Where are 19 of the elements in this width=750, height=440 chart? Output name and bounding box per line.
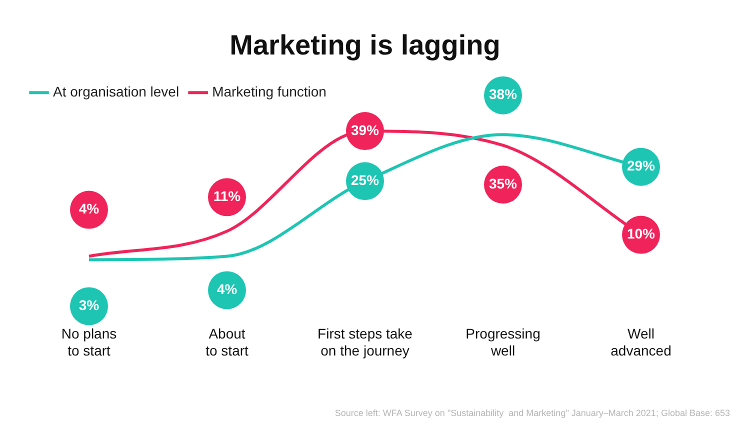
data-label: 39% [350, 122, 380, 138]
data-label: 11% [213, 188, 242, 204]
data-label: 35% [488, 175, 518, 192]
data-label: 29% [626, 158, 656, 174]
data-label: 38% [488, 86, 518, 102]
x-tick-label: About to start [206, 326, 249, 358]
legend-label: At organisation level [53, 83, 180, 100]
data-label: 4% [78, 200, 100, 217]
data-label: 4% [216, 281, 238, 298]
data-label: 3% [78, 297, 100, 314]
chart-title: Marketing is lagging [230, 30, 500, 61]
x-tick-label: Well advanced [610, 326, 672, 358]
x-tick-label: No plans to start [61, 326, 117, 358]
legend-label: Marketing function [212, 83, 326, 100]
x-tick-label: First steps take on the journey [318, 326, 413, 358]
source-note: Source left: WFA Survey on "Sustainability and Marketing" January–March 2021; Global Base: 653 [334, 408, 730, 418]
x-tick-label: Progressing well [466, 326, 540, 358]
data-label: 10% [626, 226, 656, 242]
data-label: 25% [350, 172, 380, 188]
